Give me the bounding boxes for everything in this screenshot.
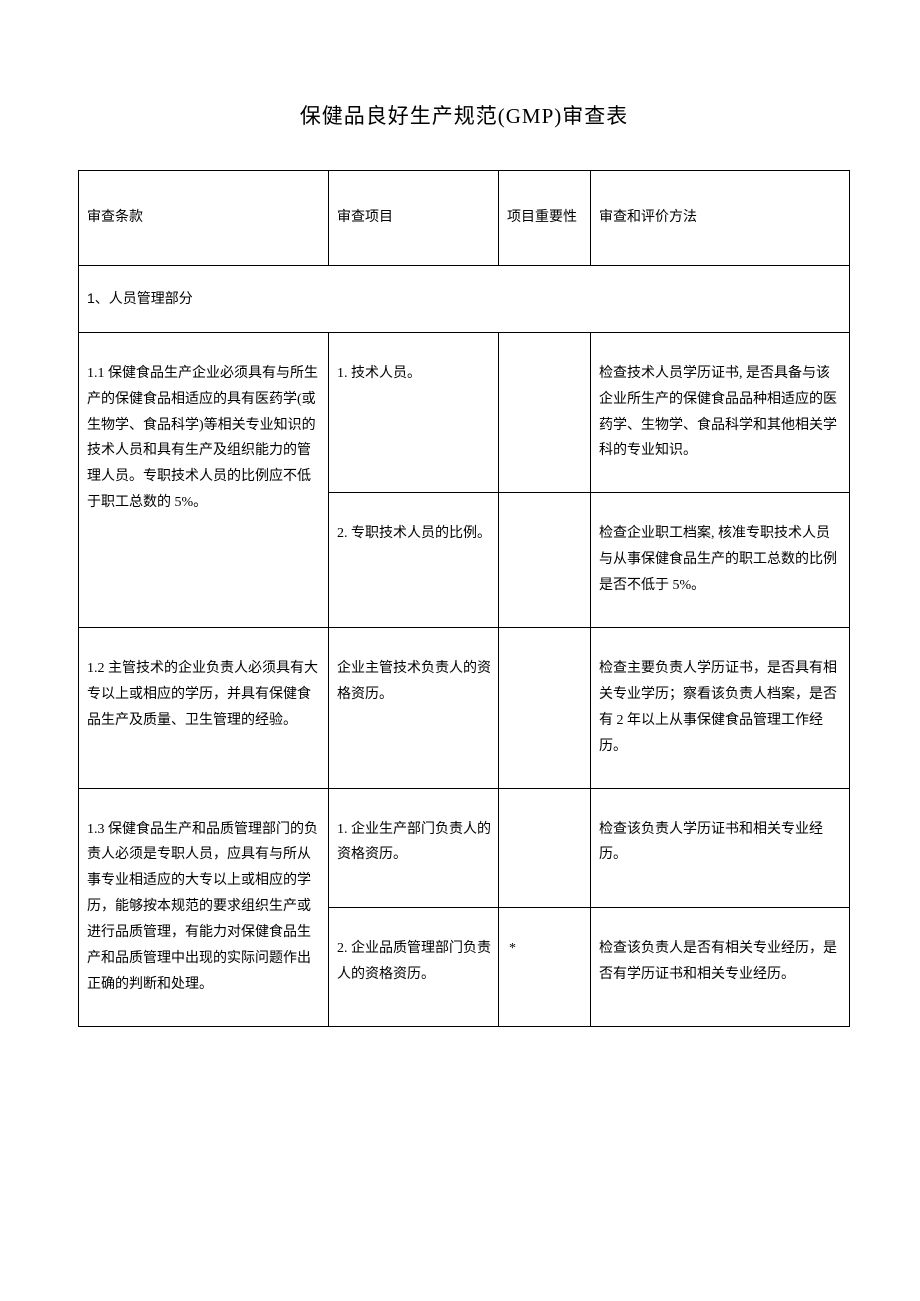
- section-heading: 1、人员管理部分: [79, 265, 850, 332]
- importance-cell: *: [499, 907, 591, 1026]
- method-cell: 检查该负责人是否有相关专业经历，是否有学历证书和相关专业经历。: [591, 907, 850, 1026]
- method-cell: 检查企业职工档案, 核准专职技术人员与从事保健食品生产的职工总数的比例是否不低于…: [591, 493, 850, 628]
- table-row: 1.1 保健食品生产企业必须具有与所生产的保健食品相适应的具有医药学(或生物学、…: [79, 332, 850, 493]
- document-page: 保健品良好生产规范(GMP)审查表 审查条款 审查项目 项目重要性 审查和评价方…: [0, 0, 920, 1067]
- header-method: 审查和评价方法: [591, 171, 850, 266]
- method-cell: 检查主要负责人学历证书，是否具有相关专业学历；察看该负责人档案，是否有 2 年以…: [591, 628, 850, 789]
- importance-cell: [499, 788, 591, 907]
- table-header-row: 审查条款 审查项目 项目重要性 审查和评价方法: [79, 171, 850, 266]
- header-item: 审查项目: [329, 171, 499, 266]
- gmp-review-table: 审查条款 审查项目 项目重要性 审查和评价方法 1、人员管理部分 1.1 保健食…: [78, 170, 850, 1027]
- item-cell: 2. 专职技术人员的比例。: [329, 493, 499, 628]
- item-cell: 2. 企业品质管理部门负责人的资格资历。: [329, 907, 499, 1026]
- clause-cell: 1.2 主管技术的企业负责人必须具有大专以上或相应的学历，并具有保健食品生产及质…: [79, 628, 329, 789]
- clause-cell: 1.3 保健食品生产和品质管理部门的负责人必须是专职人员，应具有与所从事专业相适…: [79, 788, 329, 1026]
- importance-cell: [499, 493, 591, 628]
- header-clause: 审查条款: [79, 171, 329, 266]
- table-row: 1.3 保健食品生产和品质管理部门的负责人必须是专职人员，应具有与所从事专业相适…: [79, 788, 850, 907]
- importance-cell: [499, 628, 591, 789]
- method-cell: 检查该负责人学历证书和相关专业经历。: [591, 788, 850, 907]
- header-importance: 项目重要性: [499, 171, 591, 266]
- item-cell: 1. 技术人员。: [329, 332, 499, 493]
- table-row: 1.2 主管技术的企业负责人必须具有大专以上或相应的学历，并具有保健食品生产及质…: [79, 628, 850, 789]
- item-cell: 1. 企业生产部门负责人的资格资历。: [329, 788, 499, 907]
- importance-cell: [499, 332, 591, 493]
- document-title: 保健品良好生产规范(GMP)审查表: [78, 100, 850, 130]
- item-cell: 企业主管技术负责人的资格资历。: [329, 628, 499, 789]
- method-cell: 检查技术人员学历证书, 是否具备与该企业所生产的保健食品品种相适应的医药学、生物…: [591, 332, 850, 493]
- section-row: 1、人员管理部分: [79, 265, 850, 332]
- clause-cell: 1.1 保健食品生产企业必须具有与所生产的保健食品相适应的具有医药学(或生物学、…: [79, 332, 329, 627]
